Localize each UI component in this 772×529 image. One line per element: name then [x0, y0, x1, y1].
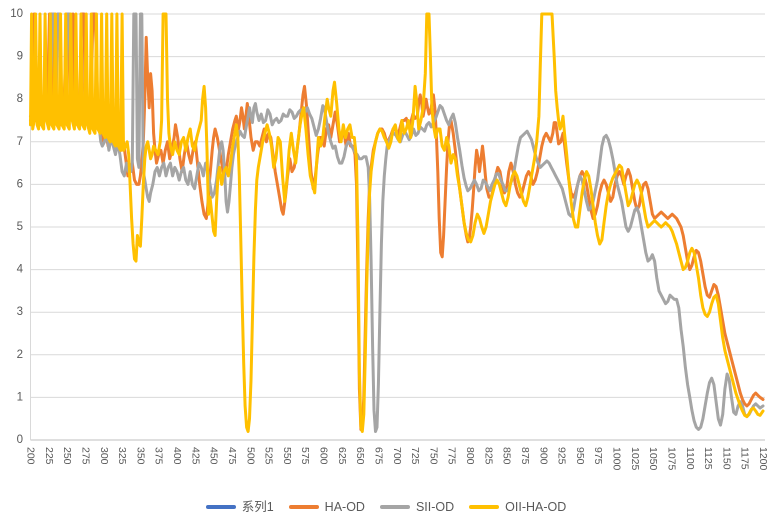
x-axis-tick-label: 375 — [153, 447, 165, 465]
legend-line-swatch — [205, 505, 236, 509]
y-axis-tick-label: 0 — [17, 434, 23, 446]
x-axis-tick-label: 700 — [391, 447, 403, 465]
x-axis-tick-label: 725 — [409, 447, 421, 465]
y-axis-tick-label: 8 — [17, 93, 23, 105]
legend-item-sii-od[interactable]: SII-OD — [379, 499, 455, 514]
x-axis-tick-label: 800 — [464, 447, 476, 465]
y-axis-tick-label: 7 — [17, 136, 23, 148]
x-axis-tick-label: 675 — [372, 447, 384, 465]
x-axis-tick-label: 350 — [134, 447, 146, 465]
x-axis-tick-label: 525 — [263, 447, 275, 465]
legend-item-series1[interactable]: 系列1 — [205, 499, 274, 514]
x-axis-tick-label: 1150 — [720, 447, 732, 470]
y-axis-tick-label: 3 — [17, 306, 23, 318]
legend-line-swatch — [379, 505, 410, 509]
y-axis-tick-label: 6 — [17, 178, 23, 190]
x-axis-tick-label: 1125 — [702, 447, 714, 470]
legend-item-ha-od[interactable]: HA-OD — [288, 499, 365, 514]
legend-line-swatch — [288, 505, 319, 509]
y-axis-tick-label: 10 — [10, 8, 23, 20]
y-axis-tick-label: 5 — [17, 221, 23, 233]
x-axis-tick-label: 225 — [43, 447, 55, 465]
legend-label: HA-OD — [324, 499, 365, 514]
legend-label: SII-OD — [415, 499, 455, 514]
x-axis-tick-label: 825 — [482, 447, 494, 465]
x-axis-tick-label: 575 — [299, 447, 311, 465]
y-axis-tick-label: 2 — [17, 349, 23, 361]
x-axis-tick-label: 750 — [427, 447, 439, 465]
x-axis-tick-label: 425 — [189, 447, 201, 465]
legend-item-oii-ha-od[interactable]: OII-HA-OD — [469, 501, 566, 514]
x-axis-tick-label: 775 — [446, 447, 458, 465]
x-axis-tick-label: 1175 — [739, 447, 751, 470]
series-line-oii-ha-od — [29, 12, 765, 433]
x-axis-tick-label: 625 — [336, 447, 348, 465]
legend: 系列1 HA-OD SII-OD OII-HA-OD — [0, 494, 772, 520]
x-axis-tick-label: 650 — [354, 447, 366, 465]
legend-label: OII-HA-OD — [505, 499, 567, 514]
x-axis-tick-label: 325 — [116, 447, 128, 465]
x-axis-tick-label: 250 — [61, 447, 73, 465]
x-axis-tick-label: 850 — [501, 447, 513, 465]
y-axis-tick-label: 4 — [17, 264, 24, 276]
x-axis-tick-label: 1025 — [629, 447, 641, 471]
x-axis-tick-label: 900 — [537, 447, 549, 465]
legend-line-swatch — [469, 505, 500, 509]
x-axis-tick-label: 1075 — [665, 447, 677, 471]
x-axis-tick-label: 450 — [208, 447, 220, 465]
x-axis-tick-label: 400 — [171, 447, 183, 465]
x-axis-tick-label: 200 — [25, 447, 37, 465]
x-axis-tick-label: 600 — [318, 447, 330, 465]
x-axis-tick-label: 975 — [592, 447, 604, 465]
series-line-sii-od — [29, 12, 765, 433]
x-axis-tick-label: 1100 — [684, 447, 696, 470]
y-axis-tick-label: 1 — [17, 391, 23, 403]
y-axis-tick-label: 9 — [17, 51, 23, 63]
x-axis-tick-label: 875 — [519, 447, 531, 465]
x-axis-tick-label: 1050 — [647, 447, 659, 471]
x-axis-tick-label: 275 — [79, 447, 91, 465]
legend-label: 系列1 — [241, 499, 274, 514]
x-axis-tick-label: 300 — [98, 447, 110, 465]
x-axis-tick-label: 1200 — [757, 447, 769, 471]
x-axis-tick-label: 950 — [574, 447, 586, 465]
x-axis-tick-label: 925 — [556, 447, 568, 465]
x-axis-tick-label: 1000 — [611, 447, 623, 471]
x-axis-tick-label: 550 — [281, 447, 293, 465]
x-axis-tick-label: 500 — [244, 447, 256, 465]
x-axis-tick-label: 475 — [226, 447, 238, 465]
